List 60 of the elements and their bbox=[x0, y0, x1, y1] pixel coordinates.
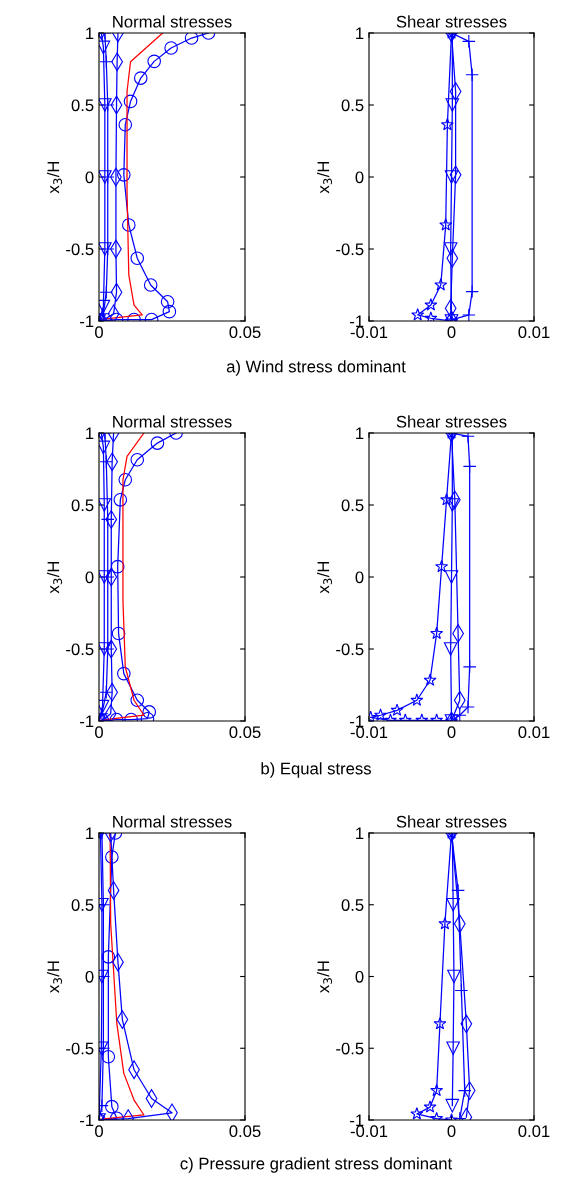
y-tick-label: 1 bbox=[356, 27, 364, 40]
x-tick-label: 0.05 bbox=[229, 1125, 261, 1138]
y-tick-label: -0.5 bbox=[336, 643, 364, 656]
x-tick-label: 0 bbox=[447, 726, 456, 739]
y-tick-label: -1 bbox=[350, 315, 364, 328]
y-tick-label: 0.5 bbox=[341, 899, 364, 911]
y-tick-label: 0 bbox=[85, 970, 94, 983]
chart-title: Shear stresses bbox=[396, 415, 507, 428]
y-tick-label: 1 bbox=[356, 827, 364, 840]
chart-title: Shear stresses bbox=[396, 15, 507, 28]
y-tick-label: 0.5 bbox=[341, 99, 364, 112]
x-tick-label: 0.01 bbox=[518, 326, 550, 339]
x-tick-label: 0 bbox=[95, 326, 103, 339]
chart-title: Normal stresses bbox=[113, 15, 232, 28]
y-tick-label: -1 bbox=[350, 715, 364, 728]
y-tick-label: 1 bbox=[86, 427, 94, 440]
x-tick-label: 0 bbox=[95, 726, 103, 739]
y-tick-label: 0 bbox=[355, 970, 364, 983]
y-axis-title: x$_{3}$/H bbox=[317, 161, 332, 194]
y-tick-label: 0.5 bbox=[341, 499, 364, 512]
y-tick-label: 0 bbox=[85, 171, 94, 184]
y-tick-label: -0.5 bbox=[336, 1042, 364, 1055]
y-tick-label: -0.5 bbox=[336, 243, 364, 256]
x-tick-label: 0 bbox=[447, 326, 456, 339]
x-tick-label: -0.01 bbox=[350, 1125, 388, 1138]
chart-title: Shear stresses bbox=[396, 815, 507, 828]
y-tick-label: -1 bbox=[350, 1114, 364, 1127]
x-tick-label: 0.05 bbox=[229, 726, 261, 739]
y-tick-label: -1 bbox=[80, 1114, 94, 1127]
x-tick-label: 0.01 bbox=[518, 1125, 550, 1138]
y-axis-title: x$_{3}$/H bbox=[47, 161, 62, 194]
x-tick-label: 0 bbox=[447, 1125, 456, 1138]
y-axis-title: x$_{3}$/H bbox=[317, 961, 332, 993]
y-tick-label: 0 bbox=[355, 571, 364, 584]
y-tick-label: -0.5 bbox=[66, 643, 94, 656]
y-tick-label: 0.5 bbox=[71, 99, 94, 112]
x-tick-label: -0.01 bbox=[350, 726, 388, 739]
x-tick-label: 0.01 bbox=[518, 726, 550, 739]
y-axis-title: x$_{3}$/H bbox=[47, 561, 62, 594]
y-tick-label: -1 bbox=[80, 715, 94, 728]
chart-title: Normal stresses bbox=[113, 415, 232, 428]
x-tick-label: 0 bbox=[95, 1125, 103, 1138]
y-tick-label: -0.5 bbox=[66, 243, 94, 256]
x-tick-label: -0.01 bbox=[350, 326, 388, 339]
chart-title: Normal stresses bbox=[113, 815, 232, 828]
y-tick-label: 0 bbox=[355, 171, 364, 184]
y-tick-label: 0 bbox=[85, 571, 94, 584]
y-axis-title: x$_{3}$/H bbox=[47, 961, 62, 993]
y-tick-label: 0.5 bbox=[71, 899, 94, 911]
y-tick-label: 1 bbox=[86, 27, 94, 40]
text: a) Wind stress dominant bbox=[226, 360, 406, 376]
y-tick-label: -1 bbox=[80, 315, 94, 328]
x-tick-label: 0.05 bbox=[229, 326, 261, 339]
y-tick-label: 1 bbox=[356, 427, 364, 440]
y-tick-label: 0.5 bbox=[71, 499, 94, 512]
y-tick-label: -0.5 bbox=[66, 1042, 94, 1055]
text: c) Pressure gradient stress dominant bbox=[180, 1157, 453, 1173]
y-tick-label: 1 bbox=[86, 827, 94, 840]
text: b) Equal stress bbox=[261, 762, 371, 778]
y-axis-title: x$_{3}$/H bbox=[317, 561, 332, 594]
